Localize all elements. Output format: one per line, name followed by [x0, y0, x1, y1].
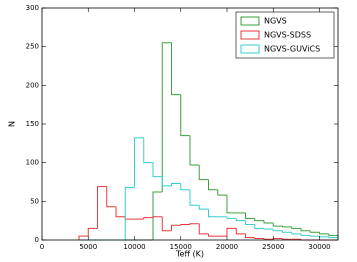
histogram-step	[189, 223, 200, 225]
legend-label: NGVS	[264, 17, 287, 26]
histogram-step	[198, 223, 209, 235]
x-tick-label: 25000	[262, 243, 284, 251]
histogram-step	[208, 179, 218, 191]
histogram-step	[143, 137, 153, 164]
histogram-step	[152, 216, 163, 218]
legend-box	[235, 11, 335, 59]
plot-frame	[41, 7, 339, 241]
histogram-step	[319, 236, 329, 238]
histogram-step	[171, 42, 181, 96]
histogram-step	[152, 162, 163, 178]
histogram-step	[309, 230, 320, 233]
histogram-step	[124, 186, 135, 240]
x-tick-label: 20000	[216, 243, 238, 251]
histogram-step	[235, 228, 246, 235]
histogram-step	[272, 237, 283, 240]
legend-label: NGVS-GUViCS	[264, 45, 320, 54]
histogram-step	[180, 183, 190, 191]
y-tick-label: 50	[30, 197, 39, 205]
legend-swatch	[240, 30, 260, 40]
histogram-step	[319, 232, 329, 235]
x-axis-label: Teff (K)	[175, 250, 204, 259]
histogram-step	[245, 220, 255, 226]
histogram-step	[254, 218, 264, 222]
histogram-step	[97, 186, 107, 229]
histogram-step	[180, 94, 190, 137]
histogram-step	[217, 189, 227, 196]
histogram-step	[245, 212, 255, 219]
histogram-step	[198, 205, 209, 210]
histogram-step	[198, 164, 209, 181]
histogram-step	[189, 135, 200, 166]
histogram-step	[171, 224, 181, 231]
histogram-step	[208, 209, 218, 218]
histogram-step	[254, 224, 264, 229]
histogram-step	[235, 218, 246, 222]
histogram-step	[152, 191, 163, 240]
histogram-step	[300, 228, 311, 232]
histogram-step	[87, 227, 98, 237]
histogram-step	[263, 228, 274, 230]
y-tick-label: 0	[35, 236, 39, 244]
y-tick-label: 150	[26, 120, 39, 128]
histogram-step	[226, 195, 237, 214]
histogram-step	[143, 217, 153, 220]
histogram-step	[180, 224, 190, 226]
histogram-step	[171, 183, 181, 186]
histogram-step	[291, 226, 301, 229]
histogram-step	[134, 137, 144, 188]
histogram-step	[282, 226, 292, 228]
histogram-step	[245, 233, 255, 239]
histogram-step	[291, 232, 301, 235]
x-tick-label: 30000	[308, 243, 330, 251]
y-axis-label: N	[8, 121, 17, 127]
y-tick-label: 200	[26, 81, 39, 89]
legend-swatch	[240, 44, 260, 54]
y-tick-label: 100	[26, 159, 39, 167]
histogram-step	[263, 238, 274, 240]
x-tick-label: 0	[40, 243, 44, 251]
y-tick-label: 250	[26, 43, 39, 51]
histogram-step	[226, 227, 237, 237]
histogram-step	[282, 238, 292, 240]
histogram-step	[309, 235, 320, 237]
histogram-step	[282, 230, 292, 233]
histogram-step	[328, 233, 339, 240]
legend-swatch	[240, 16, 260, 26]
histogram-step	[300, 233, 311, 236]
histogram-step	[78, 235, 89, 240]
legend-label: NGVS-SDSS	[264, 31, 311, 40]
x-tick-label: 5000	[79, 243, 97, 251]
histogram-step	[272, 222, 283, 227]
x-tick-label: 10000	[123, 243, 145, 251]
histogram-step	[161, 42, 172, 193]
histogram-step	[161, 176, 172, 187]
histogram-step	[161, 216, 172, 232]
histogram-step	[106, 186, 116, 208]
histogram-step	[272, 229, 283, 232]
histogram-step	[263, 220, 274, 224]
histogram-step	[254, 237, 264, 239]
x-tick-label: 15000	[170, 243, 192, 251]
histogram-step	[115, 206, 126, 218]
histogram-step	[208, 233, 218, 237]
histogram-step	[189, 189, 200, 206]
y-tick-label: 300	[26, 4, 39, 12]
histogram-step	[124, 216, 135, 220]
histogram-step	[226, 216, 237, 219]
